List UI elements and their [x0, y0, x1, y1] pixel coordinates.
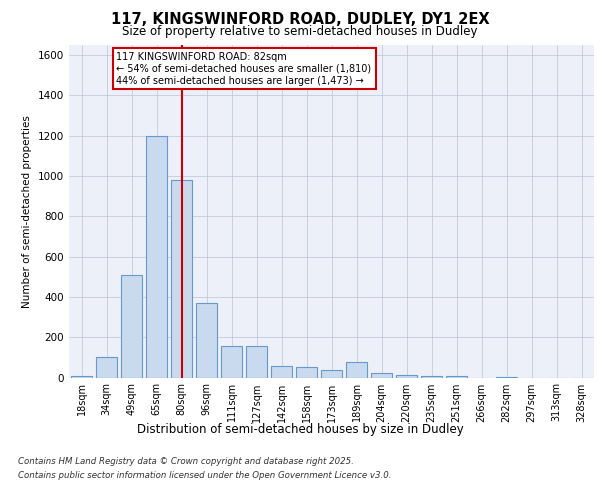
Bar	[221, 346, 242, 378]
Text: 117, KINGSWINFORD ROAD, DUDLEY, DY1 2EX: 117, KINGSWINFORD ROAD, DUDLEY, DY1 2EX	[110, 12, 490, 28]
Bar	[146, 136, 167, 378]
Bar	[196, 303, 217, 378]
Text: Contains HM Land Registry data © Crown copyright and database right 2025.: Contains HM Land Registry data © Crown c…	[18, 457, 354, 466]
Bar	[121, 274, 142, 378]
Bar	[271, 366, 292, 378]
Bar	[496, 377, 517, 378]
Text: Size of property relative to semi-detached houses in Dudley: Size of property relative to semi-detach…	[122, 25, 478, 38]
Text: 117 KINGSWINFORD ROAD: 82sqm
← 54% of semi-detached houses are smaller (1,810)
4: 117 KINGSWINFORD ROAD: 82sqm ← 54% of se…	[116, 52, 371, 86]
Bar	[321, 370, 342, 378]
Bar	[71, 376, 92, 378]
Bar	[346, 362, 367, 378]
Text: Distribution of semi-detached houses by size in Dudley: Distribution of semi-detached houses by …	[137, 422, 463, 436]
Bar	[171, 180, 192, 378]
Bar	[421, 376, 442, 378]
Y-axis label: Number of semi-detached properties: Number of semi-detached properties	[22, 115, 32, 308]
Bar	[371, 374, 392, 378]
Text: Contains public sector information licensed under the Open Government Licence v3: Contains public sector information licen…	[18, 471, 392, 480]
Bar	[296, 368, 317, 378]
Bar	[96, 358, 117, 378]
Bar	[246, 346, 267, 378]
Bar	[446, 376, 467, 378]
Bar	[396, 376, 417, 378]
